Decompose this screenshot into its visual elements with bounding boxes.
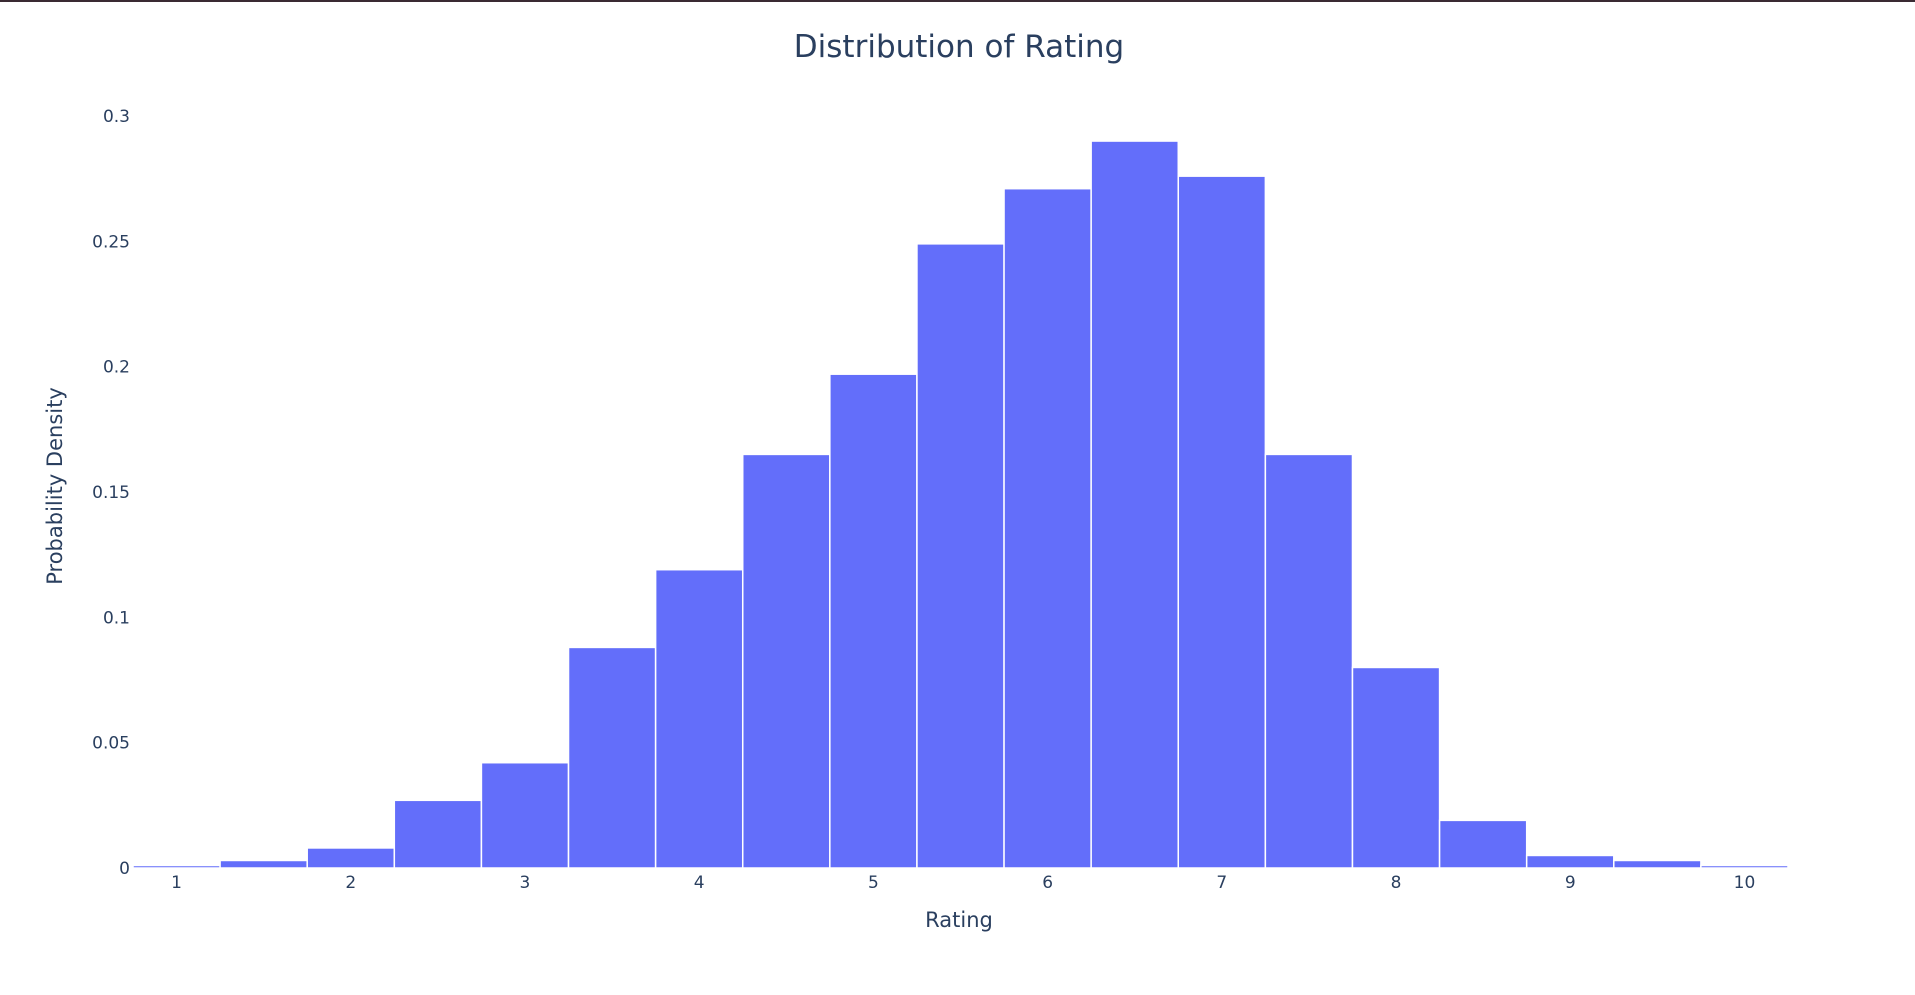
histogram-bar [1003,187,1092,869]
y-tick-label: 0.3 [103,107,130,127]
histogram-bar [1700,864,1789,869]
x-tick-label: 2 [345,873,356,893]
histogram-bar [480,761,570,869]
x-tick-label: 7 [1216,873,1227,893]
histogram-bar [1177,175,1267,869]
x-tick-label: 10 [1734,873,1756,893]
histogram-bar [741,453,831,869]
x-tick-label: 6 [1042,873,1053,893]
histogram-bar [654,568,744,869]
histogram-bar [1525,854,1615,869]
y-axis: 0 0.05 0.1 0.15 0.2 0.25 0.3 [92,107,130,879]
y-tick-label: 0.1 [103,608,130,628]
histogram-bar [393,799,483,869]
top-border [0,0,1915,2]
y-tick-label: 0.25 [92,232,130,252]
x-tick-label: 4 [694,873,705,893]
y-tick-label: 0.05 [92,734,130,754]
bars-group [132,140,1789,869]
histogram-bar [1264,453,1354,869]
y-tick-label: 0.2 [103,358,130,378]
x-axis-title: Rating [925,908,993,932]
histogram-bar [306,847,396,869]
x-tick-label: 1 [171,873,182,893]
x-tick-label: 5 [868,873,879,893]
histogram-bar [567,646,657,869]
histogram-bar [1613,859,1702,869]
histogram-bar [219,859,308,869]
histogram-bar [1090,140,1180,869]
histogram-bar [916,243,1005,869]
y-axis-title: Probability Density [43,387,67,585]
x-tick-label: 8 [1391,873,1402,893]
x-tick-label: 9 [1565,873,1576,893]
x-tick-label: 3 [520,873,531,893]
chart-title: Distribution of Rating [794,29,1124,65]
x-axis: 1 2 3 4 5 6 7 8 9 10 [171,873,1755,893]
y-tick-label: 0.15 [92,483,130,503]
y-tick-label: 0 [119,859,130,879]
histogram-bar [132,864,221,869]
histogram-bar [1438,819,1528,869]
histogram-bar [829,373,918,869]
histogram-bar [1351,666,1441,869]
